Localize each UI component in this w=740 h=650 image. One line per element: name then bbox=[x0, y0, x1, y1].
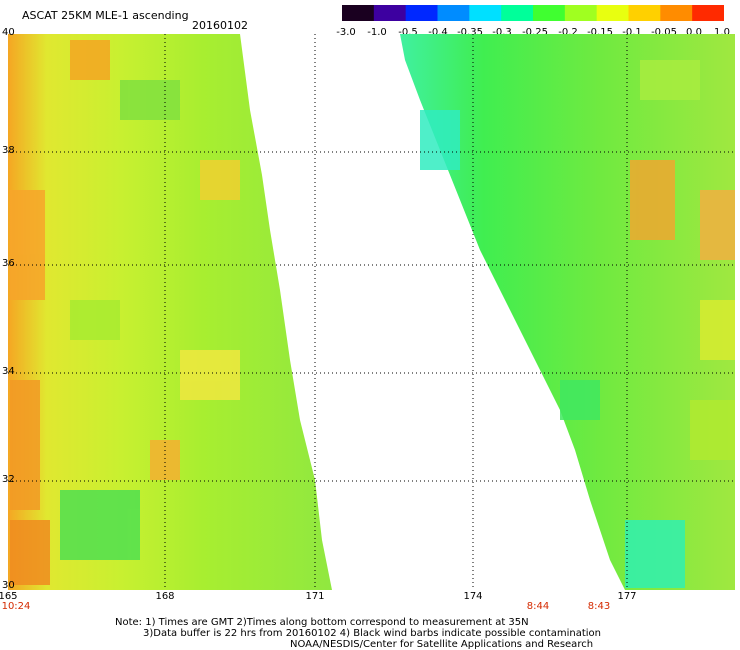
graticule bbox=[8, 34, 735, 590]
colorbar-segment bbox=[437, 5, 470, 21]
colorbar-segment bbox=[469, 5, 502, 21]
colorbar-segment bbox=[660, 5, 693, 21]
colorbar-label: -0.05 bbox=[651, 27, 677, 38]
colorbar-segment bbox=[533, 5, 566, 21]
colorbar-segment bbox=[405, 5, 438, 21]
left-swath bbox=[8, 34, 332, 590]
colorbar-segment bbox=[501, 5, 534, 21]
time-label: 8:43 bbox=[587, 601, 611, 612]
colorbar-label: 0.0 bbox=[686, 27, 702, 38]
right-swath-patches bbox=[420, 60, 735, 588]
colorbar-label: 1.0 bbox=[714, 27, 730, 38]
lat-label: 34 bbox=[2, 366, 15, 377]
colorbar-label: -0.25 bbox=[522, 27, 548, 38]
lat-label: 32 bbox=[2, 474, 15, 485]
colorbar-segment bbox=[373, 5, 407, 21]
colorbar-segment bbox=[564, 5, 598, 21]
map-date: 20160102 bbox=[192, 19, 248, 32]
time-label: 10:24 bbox=[1, 601, 31, 612]
note-line-2: 3)Data buffer is 22 hrs from 20160102 4)… bbox=[143, 628, 601, 639]
colorbar-label: -0.15 bbox=[587, 27, 613, 38]
lat-label: 40 bbox=[2, 27, 15, 38]
lon-label: 174 bbox=[463, 591, 483, 602]
colorbar-label: -0.2 bbox=[558, 27, 578, 38]
colorbar-segment bbox=[596, 5, 629, 21]
left-swath-patches bbox=[10, 40, 240, 585]
colorbar-segment bbox=[692, 5, 724, 21]
colorbar-label: -0.1 bbox=[622, 27, 642, 38]
colorbar-segment bbox=[342, 5, 375, 21]
colorbar-segment bbox=[628, 5, 661, 21]
colorbar-labels: -3.0 -1.0 -0.5 -0.4 -0.35 -0.3 -0.25 -0.… bbox=[330, 27, 740, 39]
lon-label: 168 bbox=[155, 591, 175, 602]
lat-label: 36 bbox=[2, 258, 15, 269]
time-label: 8:44 bbox=[526, 601, 550, 612]
swath-map bbox=[8, 34, 735, 590]
notes: Note: 1) Times are GMT 2)Times along bot… bbox=[0, 617, 740, 650]
lon-label: 171 bbox=[305, 591, 325, 602]
note-line-1: Note: 1) Times are GMT 2)Times along bot… bbox=[115, 617, 529, 628]
lon-label: 177 bbox=[617, 591, 637, 602]
colorbar-label: -0.4 bbox=[428, 27, 448, 38]
colorbar bbox=[342, 5, 724, 21]
colorbar-label: -0.35 bbox=[457, 27, 483, 38]
colorbar-label: -1.0 bbox=[367, 27, 387, 38]
lon-label: 165 bbox=[0, 591, 18, 602]
colorbar-label: -0.3 bbox=[492, 27, 512, 38]
lat-label: 38 bbox=[2, 145, 15, 156]
colorbar-label: -3.0 bbox=[336, 27, 356, 38]
lat-label: 30 bbox=[2, 580, 15, 591]
note-line-3: NOAA/NESDIS/Center for Satellite Applica… bbox=[290, 639, 594, 650]
colorbar-label: -0.5 bbox=[398, 27, 418, 38]
map-title: ASCAT 25KM MLE-1 ascending bbox=[22, 9, 189, 22]
